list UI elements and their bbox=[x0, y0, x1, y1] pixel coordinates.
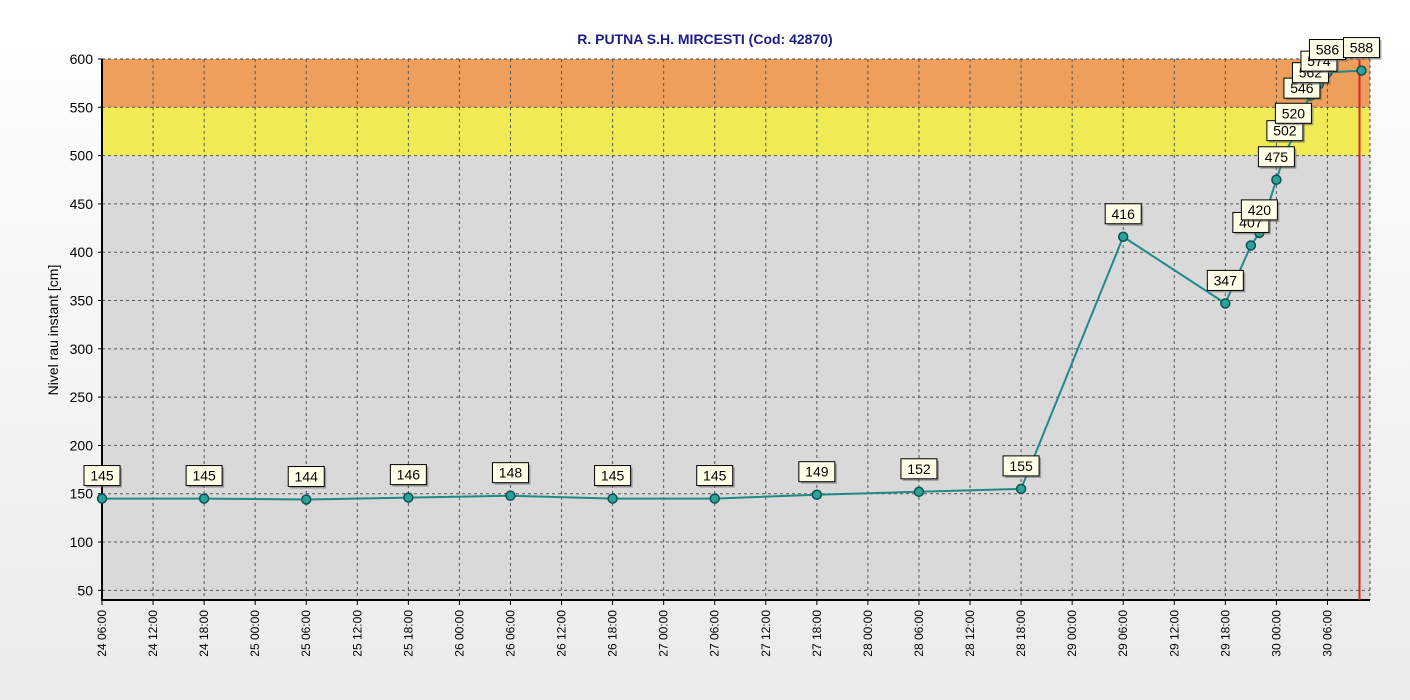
y-tick-label: 200 bbox=[70, 437, 94, 453]
data-point bbox=[913, 486, 925, 498]
data-label-text: 586 bbox=[1316, 42, 1340, 58]
x-tick-label: 28 12:00 bbox=[963, 610, 977, 657]
data-label-text: 145 bbox=[703, 468, 727, 484]
x-tick-label: 26 12:00 bbox=[555, 610, 569, 657]
x-tick-label: 28 06:00 bbox=[912, 610, 926, 657]
x-tick-label: 27 00:00 bbox=[657, 610, 671, 657]
y-tick-label: 300 bbox=[70, 341, 94, 357]
data-label-text: 588 bbox=[1350, 40, 1374, 56]
x-tick-label: 30 00:00 bbox=[1269, 610, 1283, 657]
y-tick-label: 50 bbox=[77, 582, 93, 598]
axes bbox=[101, 58, 1371, 601]
x-tick-label: 27 12:00 bbox=[759, 610, 773, 657]
data-label: 416 bbox=[1104, 203, 1144, 226]
x-tick-label: 29 12:00 bbox=[1167, 610, 1181, 657]
data-point bbox=[403, 492, 414, 503]
data-label: 146 bbox=[389, 464, 429, 487]
data-point bbox=[505, 490, 516, 501]
y-tick-label: 400 bbox=[70, 244, 94, 260]
y-tick-label: 250 bbox=[70, 389, 94, 405]
data-label-text: 347 bbox=[1214, 272, 1238, 288]
data-point bbox=[1117, 231, 1129, 243]
x-tick-label: 24 12:00 bbox=[146, 610, 160, 657]
data-label: 149 bbox=[798, 461, 837, 484]
y-tick-label: 500 bbox=[70, 148, 94, 164]
data-label: 148 bbox=[491, 462, 531, 485]
x-tick-label: 30 06:00 bbox=[1320, 610, 1334, 657]
x-tick-label: 27 18:00 bbox=[810, 610, 824, 657]
x-tick-label: 29 00:00 bbox=[1065, 610, 1079, 657]
data-label: 145 bbox=[83, 465, 122, 488]
y-axis-ticks: 50 100 150 200 250 300 350 400 450 500 550 600 bbox=[70, 51, 102, 598]
data-label: 347 bbox=[1206, 269, 1246, 293]
x-tick-label: 24 06:00 bbox=[95, 610, 109, 657]
data-label-text: 145 bbox=[192, 468, 216, 484]
data-point bbox=[198, 493, 210, 504]
data-point bbox=[1015, 483, 1027, 495]
data-point bbox=[1245, 240, 1257, 251]
data-label-text: 145 bbox=[90, 468, 114, 484]
threshold-bands bbox=[102, 59, 1370, 156]
x-tick-label: 26 00:00 bbox=[452, 610, 466, 657]
data-label-text: 155 bbox=[1009, 458, 1033, 474]
y-tick-label: 100 bbox=[70, 534, 94, 550]
y-tick-label: 150 bbox=[70, 486, 94, 502]
data-point bbox=[607, 493, 618, 504]
threshold-band bbox=[102, 107, 1370, 156]
data-label-text: 475 bbox=[1265, 149, 1289, 165]
x-tick-label: 25 12:00 bbox=[350, 610, 364, 657]
data-label: 145 bbox=[185, 465, 225, 488]
x-tick-label: 24 18:00 bbox=[197, 610, 211, 657]
data-label: 155 bbox=[1002, 455, 1042, 478]
data-label-text: 416 bbox=[1112, 206, 1136, 222]
data-point bbox=[1220, 298, 1231, 309]
data-label-text: 149 bbox=[805, 464, 829, 480]
data-label: 152 bbox=[900, 458, 939, 481]
data-label-text: 146 bbox=[397, 467, 421, 483]
data-labels: 145 145 144 146 148 145 145 149 152 1554163474074… bbox=[83, 37, 1382, 489]
data-label: 144 bbox=[287, 466, 327, 489]
data-point bbox=[1271, 174, 1282, 186]
data-label-text: 144 bbox=[295, 469, 319, 485]
x-tick-label: 27 06:00 bbox=[708, 610, 722, 657]
data-label: 420 bbox=[1240, 199, 1280, 222]
x-tick-label: 26 18:00 bbox=[606, 610, 620, 657]
data-label: 145 bbox=[594, 465, 633, 488]
y-tick-label: 450 bbox=[70, 196, 94, 212]
x-tick-label: 28 00:00 bbox=[861, 610, 875, 657]
x-tick-label: 29 06:00 bbox=[1116, 610, 1130, 657]
threshold-band bbox=[102, 59, 1370, 108]
data-label: 588 bbox=[1342, 37, 1382, 60]
data-label: 145 bbox=[696, 465, 735, 488]
x-axis-ticks: 24 06:00 24 12:00 24 18:00 25 00:00 25 06:00… bbox=[95, 600, 1334, 657]
x-tick-label: 25 18:00 bbox=[401, 610, 415, 657]
data-label: 520 bbox=[1274, 102, 1314, 126]
data-label: 586 bbox=[1308, 39, 1348, 62]
data-point bbox=[1356, 65, 1367, 76]
data-label-text: 520 bbox=[1282, 105, 1306, 121]
y-axis-label: Nivel rau instant [cm] bbox=[45, 265, 61, 396]
y-tick-label: 350 bbox=[70, 293, 94, 309]
x-tick-label: 26 06:00 bbox=[503, 610, 517, 657]
data-label: 475 bbox=[1257, 146, 1297, 169]
x-tick-label: 25 06:00 bbox=[299, 610, 313, 657]
y-tick-label: 600 bbox=[70, 51, 94, 67]
y-tick-label: 550 bbox=[70, 99, 94, 115]
plot-area: 50 100 150 200 250 300 350 400 450 500 550 600 24 0… bbox=[70, 37, 1382, 657]
data-label-text: 152 bbox=[907, 461, 931, 477]
x-tick-label: 25 00:00 bbox=[248, 610, 262, 657]
data-label-text: 145 bbox=[601, 468, 625, 484]
data-point bbox=[811, 489, 823, 500]
x-tick-label: 28 18:00 bbox=[1014, 610, 1028, 657]
data-label-text: 502 bbox=[1273, 123, 1297, 139]
data-point bbox=[709, 493, 720, 504]
data-label-text: 420 bbox=[1248, 202, 1272, 218]
data-point bbox=[96, 493, 108, 504]
data-label-text: 148 bbox=[499, 465, 523, 481]
chart-title: R. PUTNA S.H. MIRCESTI (Cod: 42870) bbox=[577, 31, 832, 47]
data-point bbox=[300, 494, 312, 505]
data-label: 502 bbox=[1266, 120, 1305, 143]
x-tick-label: 29 18:00 bbox=[1218, 610, 1232, 657]
